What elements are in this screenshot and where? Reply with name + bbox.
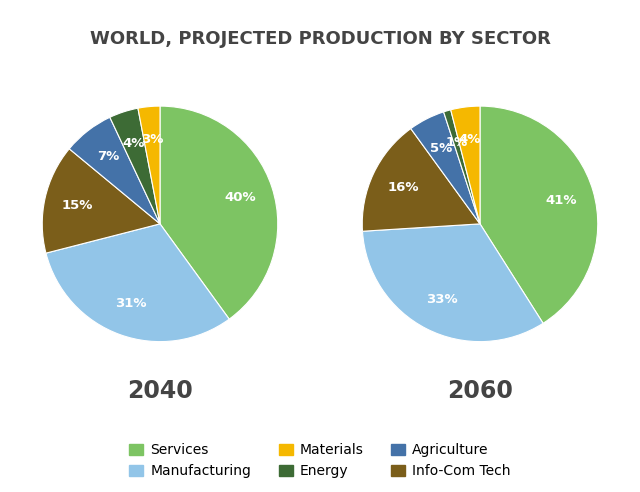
Wedge shape — [46, 224, 229, 341]
Text: 41%: 41% — [546, 194, 577, 207]
Wedge shape — [160, 106, 278, 319]
Text: 4%: 4% — [123, 137, 145, 150]
Text: 40%: 40% — [225, 191, 257, 204]
Wedge shape — [451, 106, 480, 224]
Wedge shape — [42, 149, 160, 253]
X-axis label: 2060: 2060 — [447, 379, 513, 403]
Wedge shape — [411, 112, 480, 224]
Text: 31%: 31% — [116, 297, 147, 310]
Text: 16%: 16% — [388, 181, 419, 194]
Text: 33%: 33% — [426, 293, 458, 306]
X-axis label: 2040: 2040 — [127, 379, 193, 403]
Wedge shape — [444, 110, 480, 224]
Wedge shape — [362, 128, 480, 231]
Text: 4%: 4% — [458, 133, 481, 146]
Text: WORLD, PROJECTED PRODUCTION BY SECTOR: WORLD, PROJECTED PRODUCTION BY SECTOR — [90, 30, 550, 48]
Wedge shape — [362, 224, 543, 341]
Text: 15%: 15% — [61, 199, 93, 212]
Text: 5%: 5% — [430, 142, 452, 155]
Text: 7%: 7% — [97, 151, 119, 163]
Text: 3%: 3% — [141, 133, 163, 146]
Text: 1%: 1% — [445, 136, 467, 149]
Wedge shape — [480, 106, 598, 323]
Wedge shape — [138, 106, 160, 224]
Wedge shape — [69, 117, 160, 224]
Legend: Services, Manufacturing, Materials, Energy, Agriculture, Info-Com Tech: Services, Manufacturing, Materials, Ener… — [122, 436, 518, 485]
Wedge shape — [110, 108, 160, 224]
